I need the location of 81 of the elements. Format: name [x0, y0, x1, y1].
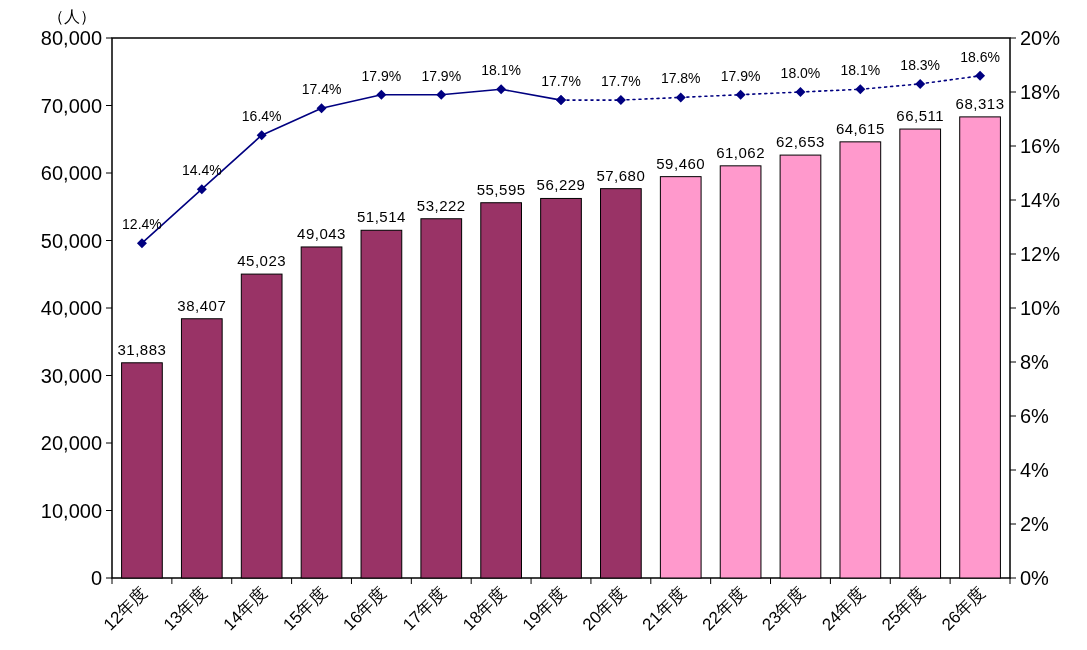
x-tick-label: 19年度 [518, 583, 570, 635]
data-label: 45,023 [237, 252, 287, 270]
data-label: 18.0% [780, 65, 821, 81]
y2-tick-label: 12% [1020, 243, 1061, 265]
data-label: 17.9% [361, 67, 402, 84]
data-label: 59,460 [656, 154, 706, 172]
point [436, 89, 447, 100]
x-tick-label: 18年度 [459, 583, 510, 635]
x-tick-label: 25年度 [878, 583, 930, 635]
point [136, 238, 147, 249]
data-label: 17.8% [660, 70, 701, 87]
y-tick-label: 50,000 [40, 229, 102, 252]
data-label: 64,615 [835, 119, 885, 137]
y2-tick-label: 14% [1020, 189, 1061, 211]
x-tick-label: 23年度 [758, 583, 810, 635]
data-label: 61,062 [716, 143, 766, 161]
y2-tick-label: 8% [1020, 351, 1050, 373]
x-tick-label: 14年度 [219, 583, 271, 635]
y2-tick-label: 6% [1020, 405, 1050, 427]
data-label: 14.4% [181, 162, 222, 179]
data-label: 18.1% [840, 62, 881, 79]
point [556, 95, 566, 106]
data-label: 51,514 [356, 208, 406, 226]
point [196, 184, 207, 195]
x-tick-label: 17年度 [399, 583, 451, 635]
data-label: 17.7% [541, 73, 581, 90]
x-tick-label: 22年度 [698, 583, 750, 635]
x-tick-label: 26年度 [938, 583, 989, 635]
data-label: 62,653 [776, 133, 825, 151]
data-label: 56,229 [536, 176, 586, 194]
data-label: 18.6% [960, 48, 1000, 65]
point [376, 89, 387, 100]
point [915, 78, 926, 89]
point [795, 87, 806, 97]
x-tick-label: 16年度 [339, 583, 391, 635]
data-label: 18.3% [900, 56, 941, 73]
point [675, 92, 686, 103]
x-tick-label: 13年度 [159, 583, 211, 635]
y2-tick-label: 2% [1020, 513, 1050, 535]
y2-tick-label: 10% [1020, 297, 1061, 319]
x-tick-label: 24年度 [818, 583, 870, 635]
data-label: 16.4% [241, 108, 282, 125]
data-label: 18.1% [481, 62, 521, 79]
point [316, 103, 327, 114]
data-label: 17.9% [421, 67, 462, 84]
x-tick-label: 12年度 [99, 583, 151, 635]
data-label: 12.4% [122, 216, 162, 233]
y-tick-label: 60,000 [40, 162, 102, 184]
x-tick-label: 20年度 [578, 583, 630, 635]
y-tick-label: 0 [90, 567, 102, 589]
x-tick-label: 21年度 [638, 583, 690, 635]
y-tick-label: 20,000 [40, 432, 102, 454]
y-tick-label: 40,000 [40, 297, 102, 319]
point [496, 84, 507, 95]
y2-tick-label: 18% [1020, 81, 1061, 103]
y2-tick-label: 0% [1020, 567, 1050, 589]
point [975, 70, 986, 81]
data-label: 17.9% [720, 67, 761, 84]
y2-tick-label: 20% [1020, 27, 1061, 49]
point [615, 95, 626, 106]
data-label: 49,043 [297, 224, 346, 242]
data-label: 68,313 [955, 94, 1005, 112]
y-tick-label: 30,000 [40, 364, 102, 387]
y2-tick-label: 16% [1020, 135, 1061, 157]
point [735, 89, 746, 100]
data-label: 31,883 [117, 340, 167, 358]
data-label: 55,595 [476, 180, 526, 198]
data-label: 17.7% [601, 73, 641, 90]
y-tick-label: 80,000 [40, 27, 102, 49]
data-label: 57,680 [596, 166, 646, 184]
data-label: 38,407 [177, 296, 227, 314]
point [855, 84, 866, 95]
data-label: 66,511 [896, 107, 945, 125]
data-label: 53,222 [416, 196, 466, 214]
data-label: 17.4% [301, 81, 342, 98]
y-tick-label: 10,000 [40, 499, 102, 522]
x-tick-label: 15年度 [279, 583, 331, 635]
y-tick-label: 70,000 [40, 94, 102, 117]
y-axis-title: （人） [48, 8, 96, 25]
point [256, 130, 267, 141]
y2-tick-label: 4% [1020, 459, 1050, 481]
